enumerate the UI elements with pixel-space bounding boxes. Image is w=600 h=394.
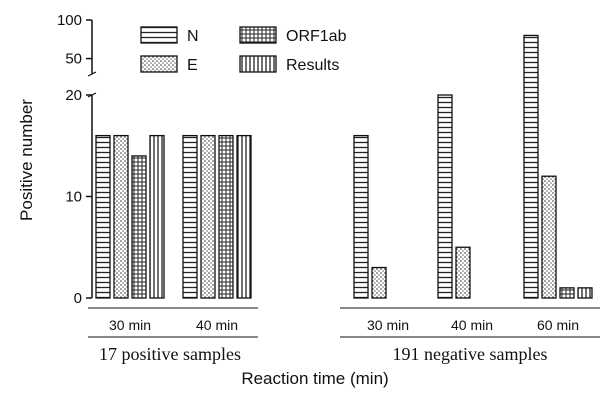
- group-label: 17 positive samples: [99, 344, 241, 364]
- bar-positive-40min-orf1ab: [218, 134, 234, 299]
- legend-swatch-results: [239, 55, 277, 73]
- bar-negative-30min-e: [371, 266, 387, 299]
- category-labels: 30 min 40 min 17 positive samples 30 min 40 …: [88, 307, 600, 364]
- axis-break-mark: [87, 71, 97, 77]
- bar-negative-40min-n: [437, 94, 453, 299]
- y-tick-label: 10: [65, 189, 82, 206]
- axes: 0 10 20 50 100: [57, 12, 97, 307]
- bar-negative-30min-n: [353, 134, 369, 299]
- group-label: 191 negative samples: [393, 344, 548, 364]
- legend: NE ORF1ab Results: [140, 26, 347, 74]
- bars: [95, 34, 593, 299]
- legend-swatch-orf1ab: [239, 26, 277, 44]
- legend-label-e: E: [187, 57, 198, 74]
- category-label: 30 min: [109, 317, 151, 333]
- bar-positive-30min-n: [95, 134, 111, 299]
- bar-negative-60min-n: [523, 34, 539, 299]
- legend-swatch-n: [140, 26, 178, 44]
- bar-negative-60min-e: [541, 175, 557, 299]
- category-label: 30 min: [367, 317, 409, 333]
- x-axis-title: Reaction time (min): [241, 369, 388, 388]
- bar-negative-40min-e: [455, 246, 471, 299]
- bar-positive-30min-results: [149, 134, 165, 299]
- y-tick-label: 100: [57, 12, 82, 29]
- bar-positive-30min-e: [113, 134, 129, 299]
- bar-positive-40min-n: [182, 134, 198, 299]
- bar-negative-60min-results: [577, 287, 593, 299]
- category-label: 40 min: [451, 317, 493, 333]
- y-tick-label: 20: [65, 87, 82, 104]
- bar-positive-30min-orf1ab: [131, 155, 147, 299]
- category-label: 40 min: [196, 317, 238, 333]
- y-tick-label: 50: [65, 51, 82, 68]
- legend-label-orf1ab: ORF1ab: [286, 28, 347, 45]
- legend-label-n: N: [187, 28, 199, 45]
- bar-positive-40min-e: [200, 134, 216, 299]
- legend-swatch-e: [140, 55, 178, 73]
- y-tick-label: 0: [74, 290, 82, 307]
- legend-label-results: Results: [286, 57, 339, 74]
- y-axis-title: Positive number: [17, 99, 36, 221]
- bar-positive-40min-results: [236, 134, 252, 299]
- category-label: 60 min: [537, 317, 579, 333]
- bar-negative-60min-orf1ab: [559, 287, 575, 299]
